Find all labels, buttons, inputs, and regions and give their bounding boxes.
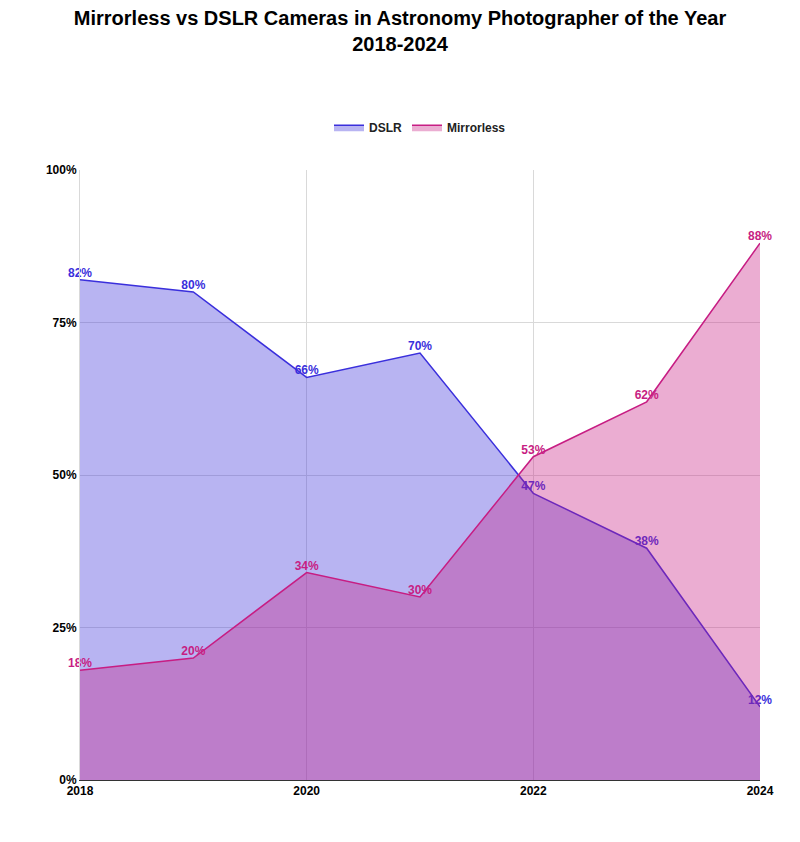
svg-text:2024: 2024 xyxy=(747,784,774,798)
svg-text:12%: 12% xyxy=(748,693,772,707)
svg-text:0%: 0% xyxy=(59,773,77,787)
svg-text:2020: 2020 xyxy=(293,784,320,798)
svg-text:82%: 82% xyxy=(68,266,92,280)
svg-text:53%: 53% xyxy=(521,443,545,457)
svg-text:25%: 25% xyxy=(53,621,77,635)
svg-text:88%: 88% xyxy=(748,229,772,243)
svg-text:38%: 38% xyxy=(635,534,659,548)
svg-text:80%: 80% xyxy=(181,278,205,292)
svg-text:100%: 100% xyxy=(46,163,77,177)
svg-text:20%: 20% xyxy=(181,644,205,658)
svg-text:47%: 47% xyxy=(521,479,545,493)
svg-text:30%: 30% xyxy=(408,583,432,597)
svg-text:62%: 62% xyxy=(635,388,659,402)
svg-text:70%: 70% xyxy=(408,339,432,353)
svg-text:18%: 18% xyxy=(68,656,92,670)
svg-text:2018: 2018 xyxy=(67,784,94,798)
svg-text:Mirrorless: Mirrorless xyxy=(447,121,505,135)
svg-text:2022: 2022 xyxy=(520,784,547,798)
svg-text:50%: 50% xyxy=(53,468,77,482)
svg-text:34%: 34% xyxy=(295,559,319,573)
svg-text:66%: 66% xyxy=(295,363,319,377)
svg-text:Mirrorless vs DSLR Cameras in: Mirrorless vs DSLR Cameras in Astronomy … xyxy=(74,7,727,55)
svg-text:DSLR: DSLR xyxy=(369,121,402,135)
svg-text:75%: 75% xyxy=(53,316,77,330)
